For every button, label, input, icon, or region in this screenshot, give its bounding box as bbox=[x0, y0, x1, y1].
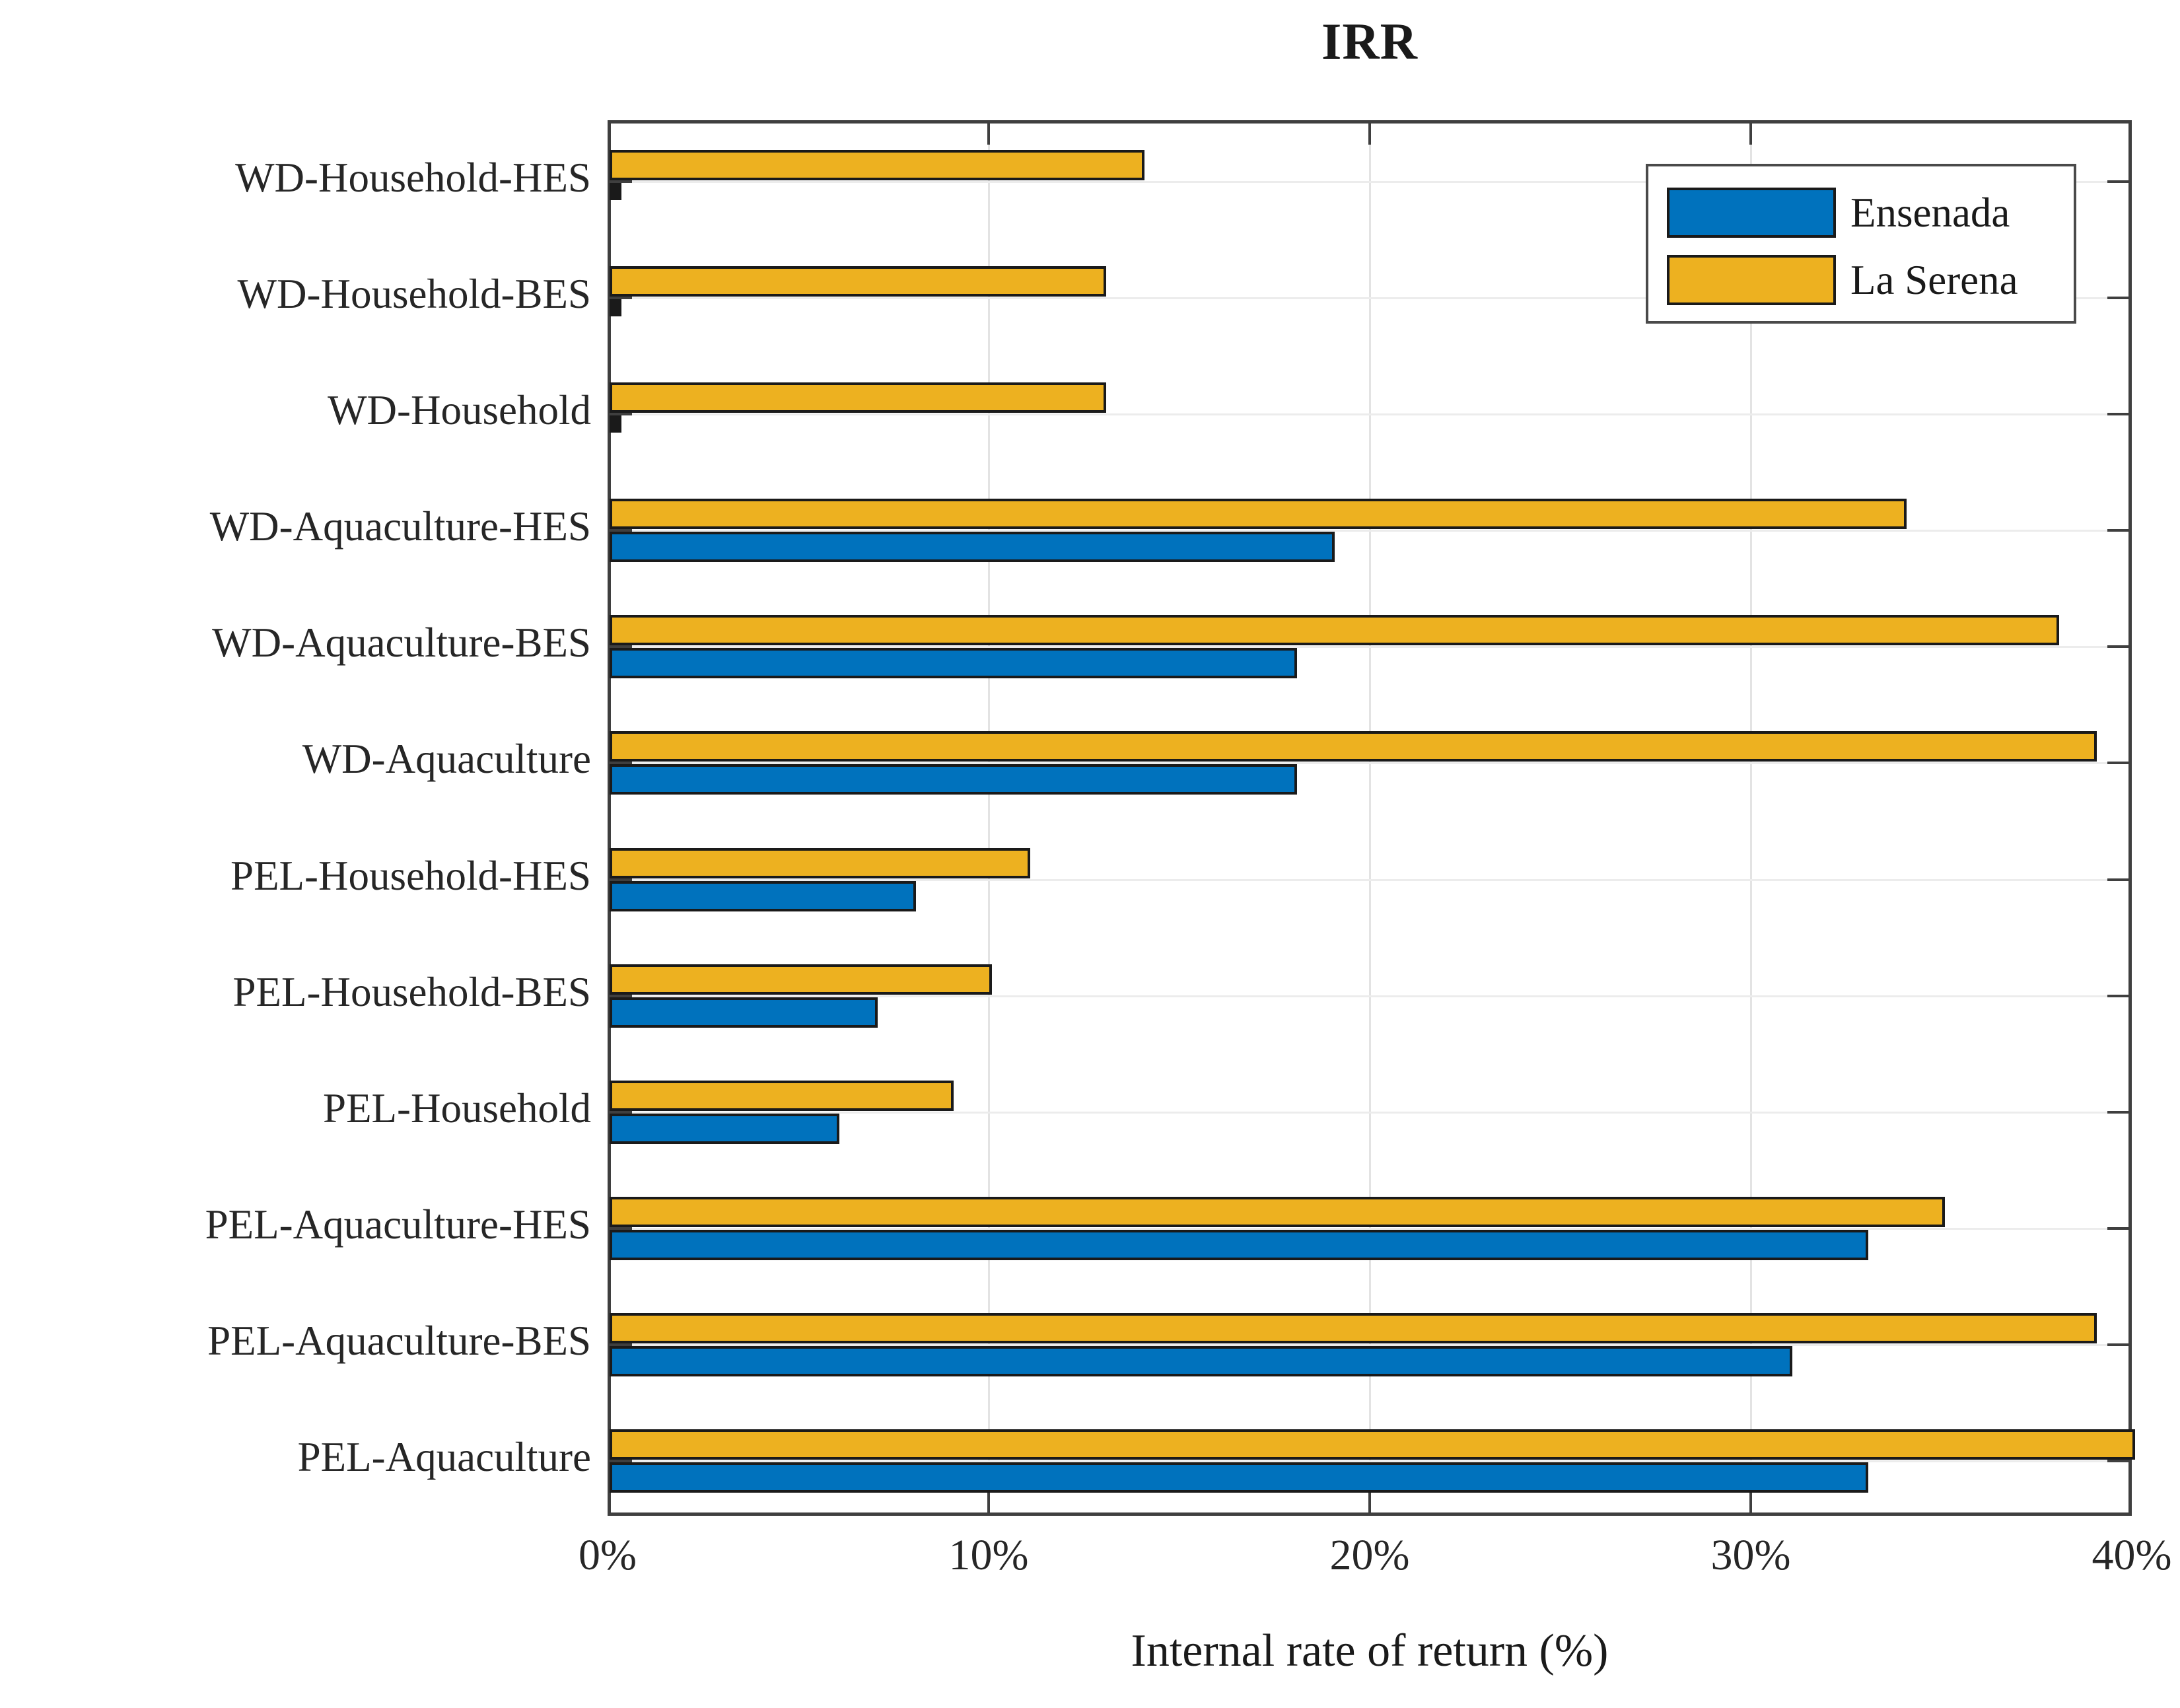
y-tick-left bbox=[611, 413, 632, 416]
y-tick-left bbox=[611, 297, 632, 300]
bar-ensenada bbox=[610, 532, 1335, 563]
bar-ensenada-zero bbox=[610, 415, 621, 433]
y-tick-right bbox=[2107, 994, 2128, 997]
bar-la-serena bbox=[610, 382, 1107, 413]
x-tick-bottom bbox=[1368, 1491, 1371, 1512]
y-tick-right bbox=[2107, 1110, 2128, 1114]
bar-la-serena bbox=[610, 266, 1107, 297]
x-axis-title: Internal rate of return (%) bbox=[1131, 1625, 1609, 1676]
y-gridline bbox=[611, 530, 2128, 532]
bar-ensenada bbox=[610, 880, 916, 911]
y-category-label: PEL-Aquaculture-HES bbox=[205, 1201, 591, 1248]
y-tick-right bbox=[2107, 1459, 2128, 1462]
y-tick-left bbox=[611, 1343, 632, 1346]
bar-la-serena bbox=[610, 1429, 2135, 1460]
plot-area bbox=[608, 120, 2135, 1516]
y-tick-right bbox=[2107, 878, 2128, 881]
y-gridline bbox=[611, 878, 2128, 881]
y-category-label: WD-Aquaculture bbox=[302, 736, 591, 783]
x-tick-top bbox=[1749, 124, 1752, 145]
x-tick-top bbox=[987, 124, 990, 145]
y-tick-left bbox=[611, 1459, 632, 1462]
y-gridline bbox=[611, 1227, 2128, 1230]
bar-ensenada bbox=[610, 1229, 1869, 1260]
bar-la-serena bbox=[610, 847, 1030, 878]
y-tick-right bbox=[2107, 413, 2128, 416]
x-tick-bottom bbox=[987, 1491, 990, 1512]
y-category-label: WD-Household bbox=[328, 387, 591, 434]
y-category-label: WD-Household-HES bbox=[235, 155, 591, 201]
y-category-label: PEL-Aquaculture-BES bbox=[207, 1317, 591, 1364]
bar-la-serena bbox=[610, 964, 992, 995]
x-tick-label: 20% bbox=[1329, 1531, 1410, 1579]
x-tick-bottom bbox=[1749, 1491, 1752, 1512]
y-tick-right bbox=[2107, 529, 2128, 532]
bar-la-serena bbox=[610, 1080, 954, 1111]
y-gridline bbox=[611, 995, 2128, 997]
bar-ensenada bbox=[610, 648, 1297, 679]
y-tick-right bbox=[2107, 762, 2128, 765]
y-tick-left bbox=[611, 1227, 632, 1230]
legend-label-ensenada: Ensenada bbox=[1850, 189, 2010, 236]
x-tick-top bbox=[1368, 124, 1371, 145]
x-tick-label: 0% bbox=[579, 1531, 637, 1579]
y-tick-left bbox=[611, 645, 632, 649]
legend-swatch-ensenada bbox=[1667, 188, 1836, 238]
y-tick-right bbox=[2107, 1343, 2128, 1346]
y-category-label: PEL-Household-BES bbox=[232, 968, 591, 1015]
y-category-label: WD-Aquaculture-HES bbox=[209, 503, 591, 550]
y-gridline bbox=[611, 762, 2128, 765]
y-category-label: PEL-Household bbox=[323, 1085, 591, 1131]
bar-ensenada bbox=[610, 1113, 840, 1144]
x-tick-label: 10% bbox=[948, 1531, 1029, 1579]
bar-la-serena bbox=[610, 731, 2097, 762]
y-tick-left bbox=[611, 180, 632, 184]
bar-la-serena bbox=[610, 615, 2059, 646]
x-tick-label: 30% bbox=[1710, 1531, 1791, 1579]
legend-swatch-la-serena bbox=[1667, 255, 1836, 305]
bar-ensenada-zero bbox=[610, 183, 621, 201]
y-tick-left bbox=[611, 994, 632, 997]
y-gridline bbox=[611, 1460, 2128, 1462]
y-tick-right bbox=[2107, 645, 2128, 649]
bar-la-serena bbox=[610, 150, 1144, 181]
y-category-label: PEL-Household-HES bbox=[230, 852, 591, 899]
x-gridline bbox=[1750, 124, 1752, 1512]
y-gridline bbox=[611, 1111, 2128, 1114]
y-category-label: PEL-Aquaculture bbox=[297, 1433, 591, 1480]
y-tick-right bbox=[2107, 297, 2128, 300]
bar-ensenada bbox=[610, 1345, 1792, 1376]
y-tick-right bbox=[2107, 1227, 2128, 1230]
legend-label-la-serena: La Serena bbox=[1850, 256, 2018, 303]
y-tick-left bbox=[611, 762, 632, 765]
y-tick-right bbox=[2107, 180, 2128, 184]
y-gridline bbox=[611, 297, 2128, 300]
y-gridline bbox=[611, 646, 2128, 649]
bar-ensenada bbox=[610, 764, 1297, 795]
y-gridline bbox=[611, 413, 2128, 416]
y-tick-left bbox=[611, 878, 632, 881]
x-tick-label: 40% bbox=[2092, 1531, 2172, 1579]
y-tick-left bbox=[611, 529, 632, 532]
bar-ensenada-zero bbox=[610, 299, 621, 317]
y-category-label: WD-Household-BES bbox=[237, 271, 591, 318]
bar-ensenada bbox=[610, 997, 878, 1028]
bar-la-serena bbox=[610, 499, 1907, 530]
bar-ensenada bbox=[610, 1462, 1869, 1493]
y-tick-left bbox=[611, 1110, 632, 1114]
x-gridline bbox=[1369, 124, 1371, 1512]
y-gridline bbox=[611, 1343, 2128, 1346]
chart-title: IRR bbox=[1321, 13, 1418, 70]
y-gridline bbox=[611, 181, 2128, 184]
legend: Ensenada La Serena bbox=[1646, 164, 2076, 324]
bar-la-serena bbox=[610, 1196, 1945, 1227]
x-gridline bbox=[988, 124, 990, 1512]
legend-item-la-serena: La Serena bbox=[1667, 254, 2018, 306]
y-category-label: WD-Aquaculture-BES bbox=[212, 620, 591, 666]
bar-la-serena bbox=[610, 1312, 2097, 1343]
legend-item-ensenada: Ensenada bbox=[1667, 186, 2010, 239]
